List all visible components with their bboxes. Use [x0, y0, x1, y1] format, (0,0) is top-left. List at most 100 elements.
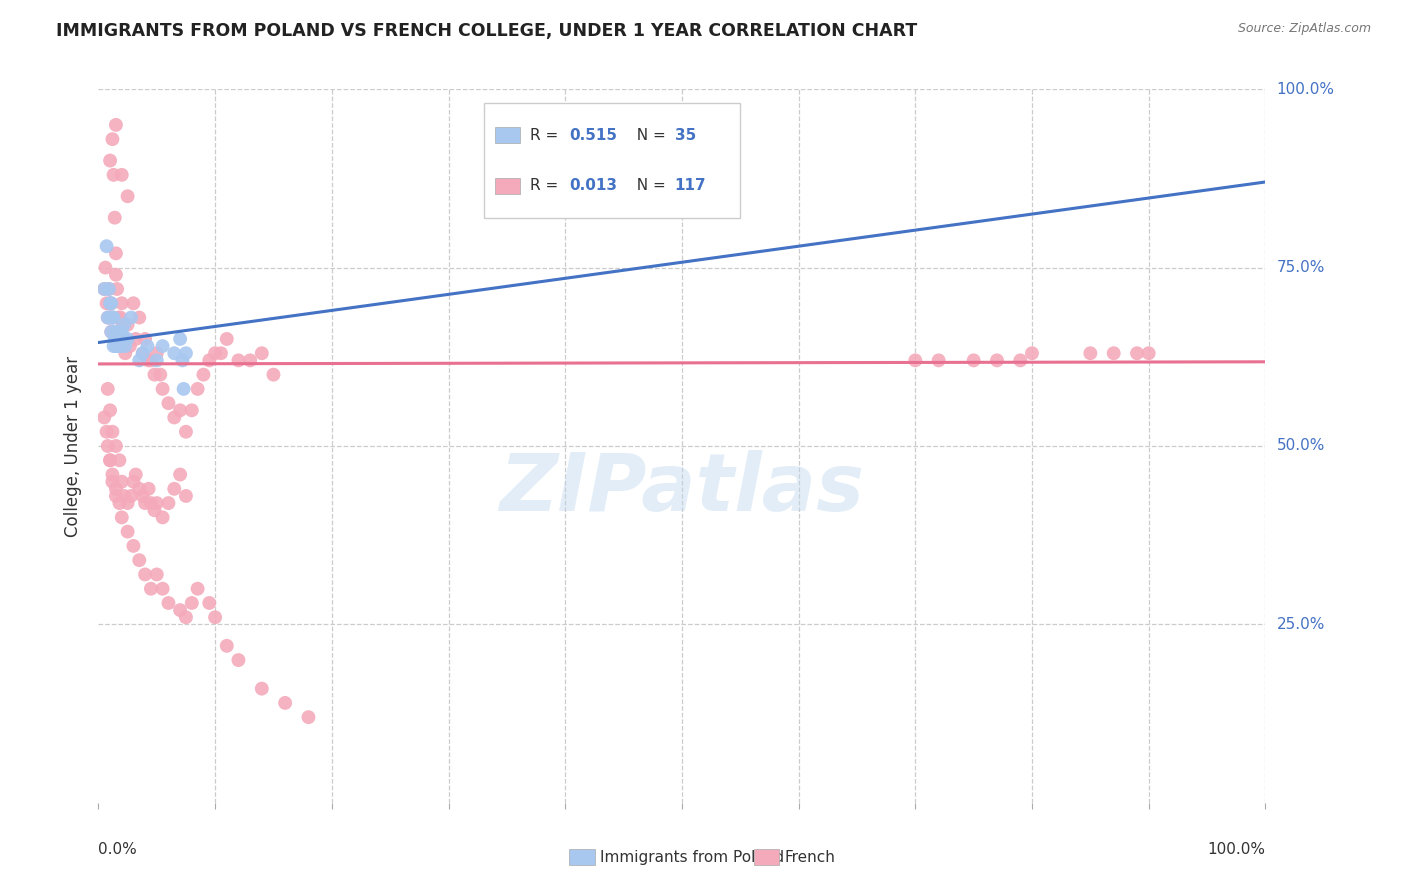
Point — [111, 510, 134, 524]
Point — [107, 339, 129, 353]
Point — [297, 710, 319, 724]
Point — [100, 325, 122, 339]
Point — [101, 310, 124, 325]
Point — [104, 339, 127, 353]
Text: 35: 35 — [675, 128, 696, 143]
Point — [274, 696, 297, 710]
Point — [97, 282, 120, 296]
Point — [157, 596, 180, 610]
Point — [157, 496, 180, 510]
Point — [98, 310, 121, 325]
Point — [157, 396, 180, 410]
Point — [986, 353, 1008, 368]
Point — [104, 332, 127, 346]
Point — [101, 425, 124, 439]
Point — [93, 410, 115, 425]
Point — [138, 353, 160, 368]
Point — [98, 453, 121, 467]
Point — [169, 403, 191, 417]
Point — [1313, 82, 1336, 96]
Text: French: French — [785, 850, 835, 864]
Point — [122, 475, 145, 489]
Point — [193, 368, 215, 382]
Point — [125, 332, 148, 346]
Point — [101, 475, 124, 489]
Point — [111, 325, 134, 339]
Point — [139, 582, 162, 596]
Point — [94, 260, 117, 275]
Text: 0.013: 0.013 — [569, 178, 617, 194]
Point — [134, 496, 156, 510]
Point — [169, 603, 191, 617]
Point — [97, 282, 120, 296]
Point — [163, 482, 186, 496]
Point — [104, 482, 127, 496]
Point — [146, 353, 169, 368]
Point — [250, 346, 273, 360]
Point — [187, 382, 209, 396]
Point — [108, 453, 131, 467]
Point — [98, 153, 121, 168]
Point — [110, 310, 132, 325]
Point — [215, 639, 238, 653]
Text: 50.0%: 50.0% — [1277, 439, 1324, 453]
Point — [117, 318, 139, 332]
Point — [180, 596, 202, 610]
Text: 0.0%: 0.0% — [98, 842, 138, 856]
Point — [104, 489, 127, 503]
Point — [110, 339, 132, 353]
Point — [122, 539, 145, 553]
Text: Immigrants from Poland: Immigrants from Poland — [600, 850, 785, 864]
Point — [104, 268, 127, 282]
Text: 25.0%: 25.0% — [1277, 617, 1324, 632]
Point — [120, 489, 142, 503]
Point — [100, 296, 122, 310]
Point — [152, 382, 174, 396]
Point — [117, 496, 139, 510]
Point — [1080, 346, 1102, 360]
Text: 100.0%: 100.0% — [1277, 82, 1334, 96]
Point — [125, 467, 148, 482]
Point — [180, 403, 202, 417]
Point — [962, 353, 984, 368]
Point — [128, 553, 150, 567]
Point — [204, 346, 226, 360]
Point — [108, 496, 131, 510]
Point — [93, 282, 115, 296]
Point — [97, 382, 120, 396]
Point — [117, 524, 139, 539]
Point — [96, 425, 118, 439]
Point — [128, 482, 150, 496]
Point — [100, 325, 122, 339]
Point — [104, 118, 127, 132]
Point — [114, 346, 136, 360]
Point — [97, 439, 120, 453]
Text: N =: N = — [627, 128, 671, 143]
Point — [146, 567, 169, 582]
Point — [1010, 353, 1032, 368]
Point — [198, 353, 221, 368]
Point — [98, 403, 121, 417]
Point — [139, 353, 162, 368]
Point — [128, 353, 150, 368]
Point — [132, 346, 155, 360]
Point — [146, 346, 169, 360]
Point — [103, 339, 125, 353]
Point — [111, 296, 134, 310]
Point — [105, 282, 128, 296]
Text: ZIPatlas: ZIPatlas — [499, 450, 865, 528]
Point — [111, 168, 134, 182]
Point — [138, 482, 160, 496]
Point — [209, 346, 232, 360]
Point — [1102, 346, 1125, 360]
Point — [172, 353, 194, 368]
Point — [97, 310, 120, 325]
Y-axis label: College, Under 1 year: College, Under 1 year — [65, 355, 83, 537]
Text: R =: R = — [530, 178, 562, 194]
Point — [204, 610, 226, 624]
Point — [117, 189, 139, 203]
Text: 0.515: 0.515 — [569, 128, 617, 143]
Point — [98, 296, 121, 310]
Point — [98, 296, 121, 310]
Point — [250, 681, 273, 696]
